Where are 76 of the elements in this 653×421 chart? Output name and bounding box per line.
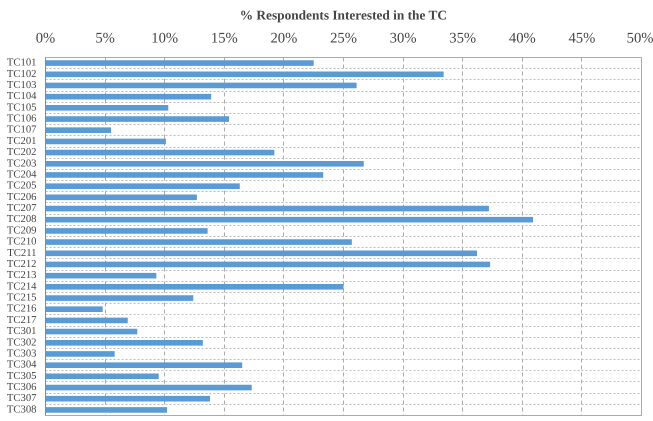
y-tick-label: TC213 bbox=[6, 270, 37, 282]
y-tick-label: TC306 bbox=[6, 382, 38, 394]
bar bbox=[46, 340, 203, 346]
x-tick-label: 20% bbox=[270, 30, 298, 46]
y-tick-label: TC305 bbox=[6, 370, 37, 382]
bar bbox=[46, 318, 128, 324]
bar bbox=[46, 105, 168, 111]
y-tick-label: TC104 bbox=[6, 91, 38, 102]
bar bbox=[46, 384, 252, 390]
y-tick-label: TC209 bbox=[6, 225, 37, 236]
y-tick-label: TC303 bbox=[6, 348, 37, 360]
bar bbox=[46, 351, 115, 357]
bar bbox=[46, 396, 210, 402]
x-tick-label: 5% bbox=[95, 30, 115, 46]
bar bbox=[46, 306, 103, 312]
y-tick-label: TC216 bbox=[6, 304, 38, 315]
x-tick-label: 30% bbox=[390, 30, 417, 46]
y-tick-label: TC302 bbox=[6, 337, 37, 348]
y-tick-label: TC201 bbox=[6, 136, 37, 147]
bar bbox=[46, 216, 534, 223]
y-tick-label: TC204 bbox=[6, 169, 38, 180]
y-tick-label: TC202 bbox=[6, 147, 37, 158]
y-tick-label: TC205 bbox=[6, 180, 37, 192]
y-tick-label: TC301 bbox=[6, 326, 37, 338]
bar bbox=[46, 295, 194, 301]
y-tick-label: TC307 bbox=[6, 393, 38, 404]
y-tick-label: TC206 bbox=[6, 192, 38, 203]
x-tick-label: 0% bbox=[36, 30, 56, 46]
bar bbox=[46, 374, 159, 380]
y-tick-label: TC304 bbox=[6, 360, 38, 371]
y-tick-label: TC207 bbox=[6, 203, 38, 214]
bar bbox=[46, 150, 274, 156]
bar bbox=[46, 160, 364, 167]
y-tick-label: TC105 bbox=[6, 102, 37, 114]
bar bbox=[46, 250, 478, 256]
y-tick-label: TC106 bbox=[6, 114, 38, 125]
y-tick-label: TC215 bbox=[6, 292, 37, 304]
x-tick-label: 50% bbox=[626, 30, 653, 46]
x-tick-label: 10% bbox=[151, 30, 178, 46]
y-tick-label: TC214 bbox=[6, 281, 38, 292]
bar bbox=[46, 228, 208, 234]
bar bbox=[46, 262, 490, 268]
x-tick-label: 35% bbox=[449, 30, 476, 46]
y-tick-label: TC103 bbox=[6, 80, 37, 91]
bar bbox=[46, 60, 314, 66]
y-tick-label: TC308 bbox=[6, 404, 37, 416]
bar bbox=[46, 71, 444, 78]
bar bbox=[46, 82, 357, 88]
y-tick-label: TC101 bbox=[6, 58, 37, 69]
bar bbox=[46, 239, 352, 245]
x-tick-label: 40% bbox=[508, 30, 536, 46]
y-tick-label: TC107 bbox=[6, 124, 38, 136]
x-tick-label: 25% bbox=[330, 30, 357, 46]
y-tick-label: TC203 bbox=[6, 158, 37, 170]
bar bbox=[46, 172, 324, 178]
bar bbox=[46, 138, 166, 144]
bar bbox=[46, 272, 156, 278]
y-tick-label: TC102 bbox=[6, 68, 37, 80]
y-tick-label: TC210 bbox=[6, 236, 37, 248]
x-tick-label: 45% bbox=[568, 30, 596, 46]
bar bbox=[46, 206, 489, 212]
y-tick-label: TC217 bbox=[6, 314, 38, 326]
bar bbox=[46, 127, 112, 134]
bar bbox=[46, 194, 197, 200]
chart-title: % Respondents Interested in the TC bbox=[240, 8, 447, 22]
y-tick-label: TC208 bbox=[6, 214, 37, 226]
y-tick-label: TC212 bbox=[6, 258, 37, 270]
bar bbox=[46, 183, 240, 189]
y-tick-label: TC211 bbox=[7, 248, 37, 259]
bar bbox=[46, 94, 212, 100]
bar bbox=[46, 407, 168, 413]
bar bbox=[46, 116, 230, 122]
bar bbox=[46, 284, 344, 290]
x-tick-label: 15% bbox=[210, 30, 238, 46]
bar bbox=[46, 328, 138, 334]
bar bbox=[46, 362, 242, 368]
